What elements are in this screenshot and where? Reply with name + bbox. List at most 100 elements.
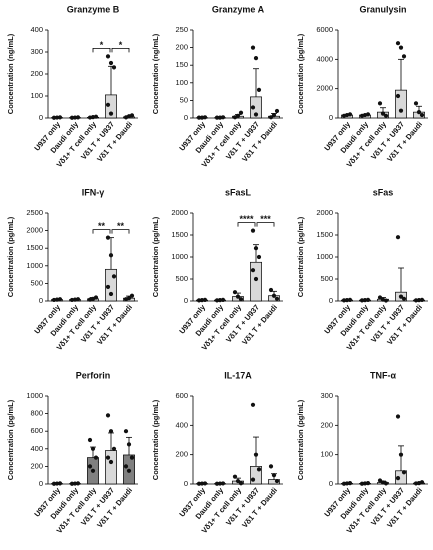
data-point <box>108 60 114 66</box>
y-tick-label: 0 <box>39 479 43 488</box>
data-point <box>383 113 389 118</box>
data-point <box>57 297 63 302</box>
data-point <box>401 54 407 59</box>
y-tick-label: 2000 <box>316 84 333 93</box>
bar <box>105 450 117 485</box>
data-point <box>214 298 220 303</box>
data-point <box>271 473 277 478</box>
significance-bracket <box>111 229 130 234</box>
panel-title: TNF-α <box>370 370 396 380</box>
y-tick-label: 2500 <box>26 208 43 217</box>
data-point <box>359 298 365 303</box>
data-point <box>347 481 353 486</box>
data-point <box>199 481 205 486</box>
data-point <box>126 468 132 473</box>
significance-bracket <box>256 222 275 227</box>
y-axis-label: Concentration (pg/mL) <box>296 399 305 480</box>
data-point <box>377 101 383 106</box>
data-point <box>250 402 256 407</box>
y-tick-label: 2000 <box>26 226 43 235</box>
data-point <box>401 296 407 301</box>
data-point <box>111 274 117 279</box>
y-tick-label: 0 <box>329 296 333 305</box>
significance-label: ** <box>98 221 106 231</box>
data-point <box>108 111 114 116</box>
data-point <box>413 101 419 106</box>
y-tick-label: 1500 <box>171 230 188 239</box>
data-point <box>129 113 135 118</box>
data-point <box>51 481 57 486</box>
y-tick-label: 2000 <box>171 208 188 217</box>
data-point <box>238 481 244 486</box>
data-point <box>69 481 75 486</box>
panel-title: Granulysin <box>359 4 406 14</box>
data-point <box>344 298 350 303</box>
y-tick-label: 400 <box>175 420 188 429</box>
y-axis-label: Concentration (pg/mL) <box>151 216 160 297</box>
data-point <box>51 115 57 120</box>
y-tick-label: 250 <box>175 25 188 34</box>
data-point <box>129 293 135 298</box>
data-point <box>108 291 114 297</box>
data-point <box>108 429 114 434</box>
data-point <box>72 115 78 120</box>
panel-title: sFasL <box>225 187 252 197</box>
y-tick-label: 200 <box>30 69 43 78</box>
data-point <box>398 294 404 299</box>
y-tick-label: 0 <box>39 113 43 122</box>
panel-title: sFas <box>373 187 394 197</box>
y-tick-label: 400 <box>30 444 43 453</box>
data-point <box>250 477 256 482</box>
data-point <box>419 297 425 302</box>
data-point <box>398 45 404 50</box>
data-point <box>347 297 353 302</box>
data-point <box>274 478 280 484</box>
data-point <box>416 110 422 115</box>
data-point <box>250 268 256 273</box>
data-point <box>57 481 63 486</box>
data-point <box>365 297 371 302</box>
data-point <box>105 413 111 418</box>
y-axis-label: Concentration (pg/mL) <box>151 399 160 480</box>
data-point <box>202 297 208 302</box>
panel-title: IFN-γ <box>82 187 105 197</box>
data-point <box>90 468 96 473</box>
data-point <box>235 113 241 118</box>
data-point <box>383 298 389 303</box>
y-tick-label: 50 <box>180 95 188 104</box>
y-tick-label: 500 <box>175 274 188 283</box>
data-point <box>268 464 274 469</box>
significance-label: *** <box>260 214 271 224</box>
y-tick-label: 600 <box>175 391 188 400</box>
y-tick-label: 400 <box>30 25 43 34</box>
data-point <box>202 481 208 486</box>
y-tick-label: 300 <box>320 391 333 400</box>
data-point <box>256 87 262 92</box>
data-point <box>196 481 202 486</box>
data-point <box>377 478 383 483</box>
significance-bracket <box>237 222 256 227</box>
data-point <box>214 115 220 120</box>
panel-title: Granzyme B <box>67 4 120 14</box>
data-point <box>395 93 401 99</box>
data-point <box>232 290 238 295</box>
data-point <box>199 298 205 303</box>
data-point <box>105 455 111 460</box>
y-tick-label: 800 <box>30 409 43 418</box>
data-point <box>220 297 226 302</box>
data-point <box>105 235 111 240</box>
data-point <box>250 105 256 110</box>
y-tick-label: 200 <box>175 43 188 52</box>
data-point <box>274 108 280 114</box>
data-point <box>87 464 93 469</box>
data-point <box>383 481 389 486</box>
y-axis-label: Concentration (ng/mL) <box>151 33 160 114</box>
panel-title: Perforin <box>76 370 111 380</box>
y-tick-label: 0 <box>329 479 333 488</box>
significance-bracket <box>111 48 130 53</box>
data-point <box>90 446 96 451</box>
y-tick-label: 1000 <box>171 252 188 261</box>
data-point <box>75 481 81 486</box>
data-point <box>253 276 259 282</box>
data-point <box>69 115 75 120</box>
